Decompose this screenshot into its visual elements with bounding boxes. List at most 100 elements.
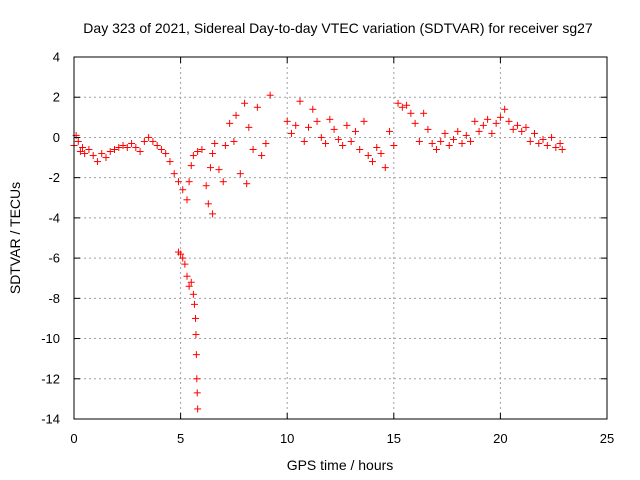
data-point <box>531 129 539 137</box>
data-point <box>226 119 234 127</box>
data-point <box>183 272 191 280</box>
data-points <box>70 91 566 413</box>
data-point <box>193 389 201 397</box>
data-point <box>243 180 251 188</box>
data-point <box>157 146 165 154</box>
data-point <box>492 119 500 127</box>
data-point <box>202 182 210 190</box>
data-point <box>305 123 313 131</box>
data-point <box>424 125 432 133</box>
data-point <box>513 121 521 129</box>
data-point <box>245 123 253 131</box>
data-point <box>219 178 227 186</box>
data-point <box>258 152 266 160</box>
grid-lines <box>74 57 607 419</box>
data-point <box>373 144 381 151</box>
data-point <box>204 200 212 208</box>
data-point <box>437 137 445 145</box>
y-tick-label: 2 <box>53 90 60 105</box>
data-point <box>98 150 106 158</box>
y-tick-label: -12 <box>41 371 60 386</box>
data-point <box>194 148 202 156</box>
data-point <box>128 139 136 147</box>
data-point <box>206 164 214 172</box>
data-point <box>153 141 161 149</box>
x-tick-label: 0 <box>70 431 77 446</box>
data-point <box>462 131 470 139</box>
data-point <box>509 125 517 133</box>
data-point <box>377 150 385 158</box>
data-point <box>111 146 119 154</box>
data-point <box>522 123 530 131</box>
data-point <box>119 141 127 149</box>
data-point <box>548 133 556 141</box>
data-point <box>505 117 513 125</box>
data-point <box>300 137 308 145</box>
data-point <box>189 152 197 160</box>
data-point <box>386 127 394 135</box>
data-point <box>209 210 217 218</box>
data-point <box>558 146 566 154</box>
data-point <box>106 148 114 156</box>
data-point <box>145 133 153 141</box>
data-point <box>283 117 291 125</box>
data-point <box>236 170 244 178</box>
x-axis-label: GPS time / hours <box>287 457 394 473</box>
data-point <box>526 137 534 145</box>
data-point <box>209 150 217 158</box>
y-tick-label: -4 <box>48 210 60 225</box>
data-point <box>356 146 364 154</box>
data-point <box>189 290 197 298</box>
data-point <box>185 282 193 290</box>
data-point <box>74 137 82 145</box>
data-point <box>170 170 178 178</box>
data-point <box>441 129 449 137</box>
data-point <box>136 148 144 156</box>
data-point <box>317 133 325 141</box>
data-point <box>198 146 206 154</box>
data-point <box>309 105 317 113</box>
data-point <box>162 150 170 158</box>
data-point <box>292 121 300 129</box>
data-point <box>181 260 189 268</box>
data-point <box>364 152 372 160</box>
data-point <box>102 154 110 162</box>
plot-border <box>73 56 608 420</box>
data-point <box>334 135 342 143</box>
data-point <box>351 127 359 135</box>
data-point <box>411 119 419 127</box>
data-point <box>445 141 453 149</box>
data-point <box>174 178 182 186</box>
data-point <box>132 144 140 151</box>
data-point <box>211 139 219 147</box>
data-point <box>343 121 351 129</box>
data-point <box>192 351 200 359</box>
data-point <box>177 250 185 258</box>
data-point <box>313 117 321 125</box>
data-point <box>187 162 195 170</box>
data-point <box>543 141 551 149</box>
data-point <box>179 254 187 262</box>
data-point <box>420 109 428 117</box>
y-tick-label: -8 <box>48 291 60 306</box>
data-point <box>556 139 564 147</box>
data-point <box>76 148 84 156</box>
y-tick-label: -14 <box>41 412 60 427</box>
x-tick-label: 5 <box>177 431 184 446</box>
data-point <box>249 146 257 154</box>
data-point <box>262 139 270 147</box>
data-point <box>296 97 304 105</box>
data-point <box>266 91 274 99</box>
data-point <box>454 127 462 135</box>
data-point <box>428 139 436 147</box>
data-point <box>398 103 406 111</box>
data-point <box>166 158 174 166</box>
data-point <box>185 178 193 186</box>
data-point <box>496 113 504 121</box>
data-point <box>475 127 483 135</box>
data-point <box>488 129 496 137</box>
data-point <box>123 144 131 151</box>
data-point <box>518 127 526 135</box>
data-point <box>471 117 479 125</box>
